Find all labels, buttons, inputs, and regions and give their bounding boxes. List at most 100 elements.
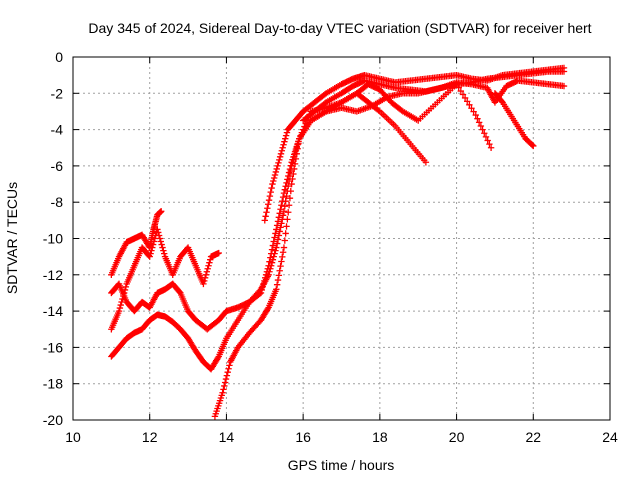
data-point [290, 165, 298, 173]
data-point [560, 82, 568, 90]
data-point [277, 224, 284, 231]
data-point [156, 235, 164, 242]
data-point [214, 354, 222, 362]
data-point [262, 213, 269, 220]
data-point [201, 277, 208, 285]
x-tick-label: 14 [219, 429, 235, 445]
data-point [273, 286, 280, 293]
data-point [477, 122, 485, 130]
data-point [297, 132, 304, 139]
data-point [215, 249, 222, 257]
data-point [264, 305, 271, 313]
data-point [270, 238, 277, 245]
data-point [273, 281, 281, 288]
y-tick-label: -14 [43, 303, 63, 319]
data-point [160, 247, 167, 254]
data-point [288, 180, 295, 188]
data-point [201, 274, 209, 282]
data-point [273, 226, 280, 233]
data-point [294, 145, 301, 152]
data-point [466, 101, 473, 108]
data-point [422, 159, 430, 166]
data-point [225, 365, 232, 372]
data-point [265, 196, 273, 204]
data-point [484, 137, 491, 144]
data-point [276, 153, 284, 161]
data-point [205, 262, 212, 269]
data-point [200, 280, 207, 288]
y-tick-label: -2 [51, 85, 64, 101]
data-point [296, 135, 303, 142]
x-tick-label: 16 [295, 429, 311, 445]
data-point [158, 241, 165, 248]
data-point [263, 209, 270, 216]
y-tick-label: -8 [51, 194, 64, 210]
data-point [290, 170, 297, 178]
data-point [298, 129, 306, 136]
data-point [276, 267, 283, 274]
data-point [264, 205, 271, 212]
data-point [146, 253, 153, 260]
data-point [472, 111, 479, 119]
data-point [207, 256, 214, 263]
data-point [116, 304, 124, 312]
series-track-5 [211, 81, 495, 420]
data-point [461, 94, 469, 102]
data-point [284, 216, 291, 223]
data-point [115, 307, 123, 315]
data-point [267, 262, 275, 269]
data-point [276, 210, 283, 217]
data-point [155, 229, 162, 236]
x-tick-label: 12 [142, 429, 158, 445]
data-point [274, 236, 282, 243]
data-point [270, 174, 278, 182]
data-point [275, 272, 283, 279]
data-point [279, 249, 287, 256]
data-point [479, 126, 486, 133]
x-tick-label: 10 [65, 429, 81, 445]
y-tick-label: -20 [43, 412, 63, 428]
x-tick-label: 20 [449, 429, 465, 445]
data-point [275, 214, 283, 221]
data-point [220, 386, 227, 393]
data-point [271, 171, 279, 179]
data-point [272, 247, 279, 254]
data-point [282, 197, 289, 205]
data-point [468, 105, 475, 112]
data-point [293, 150, 300, 157]
data-point [486, 140, 493, 148]
data-point [482, 133, 490, 141]
data-point [274, 162, 281, 170]
data-point [269, 256, 277, 263]
data-point [121, 286, 129, 294]
data-point [272, 168, 280, 176]
data-point [273, 165, 280, 173]
data-point [459, 91, 467, 98]
data-point [270, 177, 277, 185]
data-point [119, 295, 126, 303]
data-point [276, 156, 283, 164]
data-point [264, 201, 272, 208]
y-tick-label: -18 [43, 376, 63, 392]
data-point [120, 292, 127, 300]
data-point [266, 268, 273, 275]
data-point [464, 98, 471, 105]
data-point [281, 138, 288, 145]
y-tick-label: -6 [51, 158, 64, 174]
data-point [280, 244, 288, 251]
data-point [279, 253, 286, 261]
data-point [271, 234, 278, 241]
data-point [276, 228, 283, 235]
data-point [118, 298, 125, 306]
data-point [275, 159, 282, 167]
data-point [470, 108, 477, 115]
data-point [279, 212, 287, 219]
data-point [281, 237, 289, 244]
data-point [273, 222, 281, 229]
data-point [273, 240, 281, 247]
chart-title: Day 345 of 2024, Sidereal Day-to-day VTE… [88, 20, 591, 36]
data-point [475, 119, 483, 126]
data-point [283, 223, 290, 230]
data-point [268, 259, 276, 266]
y-tick-label: 0 [55, 49, 63, 65]
